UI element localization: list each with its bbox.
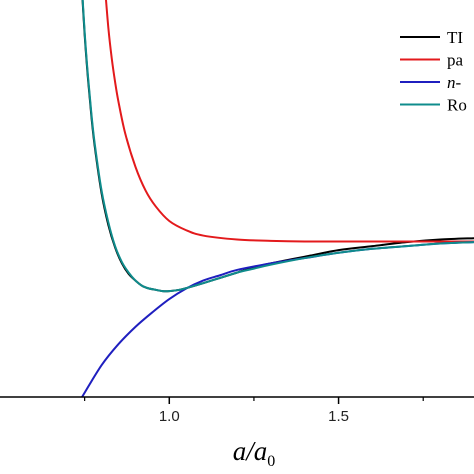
axes: 1.0 1.5 a/a0 xyxy=(0,396,474,470)
x-tick-label-1: 1.0 xyxy=(159,408,180,425)
series-line-2 xyxy=(105,0,474,243)
legend-label-3: n- xyxy=(447,73,462,92)
x-axis-title: a/a0 xyxy=(233,436,276,470)
series-line-1 xyxy=(81,0,474,293)
plot-area xyxy=(80,0,474,397)
legend-label-4: Ro xyxy=(447,96,467,115)
series-line-3 xyxy=(80,241,474,397)
legend: TI pa n- Ro xyxy=(400,28,467,115)
series-line-4 xyxy=(81,0,474,293)
legend-label-1: TI xyxy=(447,28,463,47)
x-tick-label-2: 1.5 xyxy=(328,408,349,425)
legend-label-2: pa xyxy=(447,51,464,70)
